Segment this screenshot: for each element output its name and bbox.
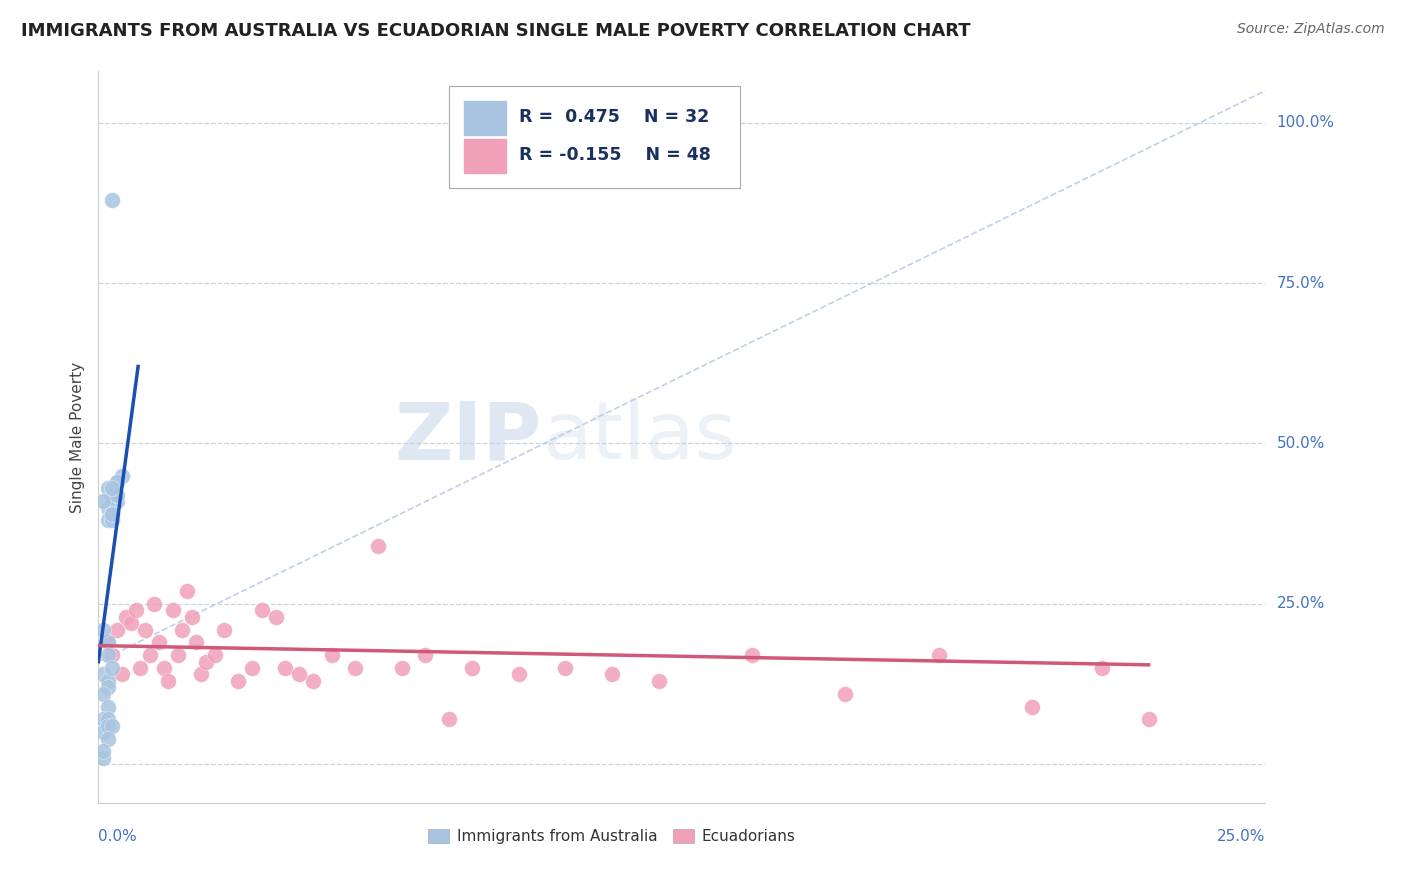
- Point: [97, 648, 120, 663]
- Point: [250, 603, 273, 617]
- Point: [91, 667, 114, 681]
- Point: [172, 623, 194, 637]
- Point: [105, 494, 128, 508]
- Text: R = -0.155    N = 48: R = -0.155 N = 48: [519, 146, 710, 164]
- Point: [111, 468, 134, 483]
- Point: [148, 635, 170, 649]
- Point: [97, 731, 120, 746]
- Point: [834, 687, 856, 701]
- Point: [437, 712, 460, 726]
- Legend: Immigrants from Australia, Ecuadorians: Immigrants from Australia, Ecuadorians: [422, 822, 801, 850]
- Point: [162, 603, 184, 617]
- FancyBboxPatch shape: [464, 102, 506, 135]
- Point: [129, 661, 152, 675]
- Point: [97, 635, 120, 649]
- Text: 25.0%: 25.0%: [1218, 829, 1265, 844]
- Point: [101, 507, 124, 521]
- Point: [302, 673, 325, 688]
- Point: [186, 635, 208, 649]
- Point: [134, 623, 156, 637]
- Point: [91, 687, 114, 701]
- Point: [105, 475, 128, 489]
- Point: [91, 623, 114, 637]
- Point: [101, 507, 124, 521]
- Point: [242, 661, 264, 675]
- Point: [344, 661, 367, 675]
- Point: [101, 488, 124, 502]
- Point: [1021, 699, 1043, 714]
- Text: ZIP: ZIP: [395, 398, 541, 476]
- Point: [214, 623, 236, 637]
- Point: [97, 500, 120, 515]
- Point: [105, 475, 128, 489]
- Point: [101, 648, 124, 663]
- Point: [101, 482, 124, 496]
- Point: [367, 539, 389, 553]
- Point: [228, 673, 250, 688]
- Point: [101, 514, 124, 528]
- Point: [741, 648, 763, 663]
- Point: [91, 712, 114, 726]
- Point: [125, 603, 148, 617]
- Point: [190, 667, 212, 681]
- Text: 25.0%: 25.0%: [1277, 597, 1324, 611]
- FancyBboxPatch shape: [449, 86, 741, 188]
- Point: [120, 616, 142, 631]
- Text: 100.0%: 100.0%: [1277, 115, 1334, 130]
- Point: [1091, 661, 1114, 675]
- Point: [91, 751, 114, 765]
- Point: [105, 488, 128, 502]
- Text: atlas: atlas: [541, 398, 737, 476]
- Point: [97, 681, 120, 695]
- Point: [1137, 712, 1160, 726]
- Point: [91, 744, 114, 758]
- Point: [91, 725, 114, 739]
- Point: [647, 673, 669, 688]
- Point: [600, 667, 623, 681]
- Text: IMMIGRANTS FROM AUSTRALIA VS ECUADORIAN SINGLE MALE POVERTY CORRELATION CHART: IMMIGRANTS FROM AUSTRALIA VS ECUADORIAN …: [21, 22, 970, 40]
- Point: [91, 494, 114, 508]
- Point: [139, 648, 162, 663]
- Point: [180, 609, 202, 624]
- Point: [413, 648, 436, 663]
- Point: [101, 193, 124, 207]
- Point: [391, 661, 413, 675]
- Point: [97, 699, 120, 714]
- Text: 75.0%: 75.0%: [1277, 276, 1324, 291]
- Point: [97, 514, 120, 528]
- Point: [166, 648, 188, 663]
- Text: Source: ZipAtlas.com: Source: ZipAtlas.com: [1237, 22, 1385, 37]
- Point: [461, 661, 484, 675]
- Point: [101, 661, 124, 675]
- Point: [111, 667, 134, 681]
- Point: [194, 655, 217, 669]
- Text: 0.0%: 0.0%: [98, 829, 138, 844]
- Point: [152, 661, 174, 675]
- Point: [157, 673, 180, 688]
- Point: [143, 597, 166, 611]
- Text: 50.0%: 50.0%: [1277, 436, 1324, 451]
- Point: [508, 667, 530, 681]
- Point: [204, 648, 226, 663]
- Point: [105, 623, 128, 637]
- Y-axis label: Single Male Poverty: Single Male Poverty: [70, 361, 86, 513]
- Point: [264, 609, 287, 624]
- Point: [97, 719, 120, 733]
- Point: [97, 635, 120, 649]
- Point: [101, 719, 124, 733]
- Point: [97, 673, 120, 688]
- Point: [554, 661, 576, 675]
- Point: [97, 482, 120, 496]
- Point: [321, 648, 343, 663]
- Point: [115, 609, 138, 624]
- FancyBboxPatch shape: [464, 139, 506, 173]
- Point: [288, 667, 311, 681]
- Point: [274, 661, 297, 675]
- Point: [176, 584, 198, 599]
- Text: R =  0.475    N = 32: R = 0.475 N = 32: [519, 108, 709, 126]
- Point: [97, 712, 120, 726]
- Point: [928, 648, 950, 663]
